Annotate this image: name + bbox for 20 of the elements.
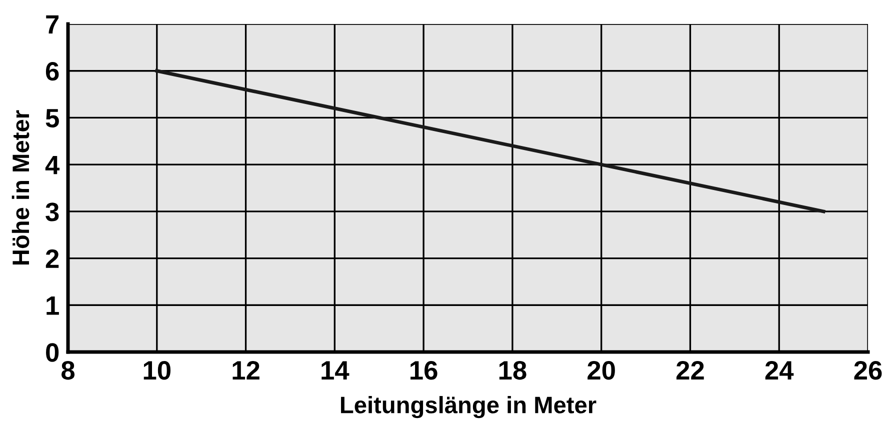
x-tick-label: 26 bbox=[854, 361, 882, 380]
x-tick-label: 20 bbox=[588, 361, 615, 380]
x-tick-label: 16 bbox=[410, 361, 438, 380]
y-tick-label: 0 bbox=[46, 343, 59, 362]
x-tick-label: 18 bbox=[499, 361, 526, 380]
y-tick-label: 1 bbox=[46, 296, 59, 315]
y-tick-label: 6 bbox=[46, 62, 59, 81]
y-axis-title: Höhe in Meter bbox=[12, 110, 30, 264]
y-tick-label: 5 bbox=[46, 109, 59, 128]
y-tick-label: 3 bbox=[46, 202, 59, 222]
y-tick-label: 7 bbox=[46, 15, 59, 34]
x-tick-label: 22 bbox=[676, 361, 704, 380]
x-tick-label: 8 bbox=[62, 361, 75, 380]
x-axis-title: Leitungslänge in Meter bbox=[341, 396, 596, 418]
y-tick-label: 4 bbox=[45, 156, 60, 174]
x-tick-label: 24 bbox=[765, 361, 794, 380]
x-tick-label: 12 bbox=[232, 361, 260, 380]
y-tick-label: 2 bbox=[46, 249, 59, 268]
x-tick-label: 14 bbox=[322, 361, 350, 380]
x-tick-label: 10 bbox=[144, 361, 170, 380]
